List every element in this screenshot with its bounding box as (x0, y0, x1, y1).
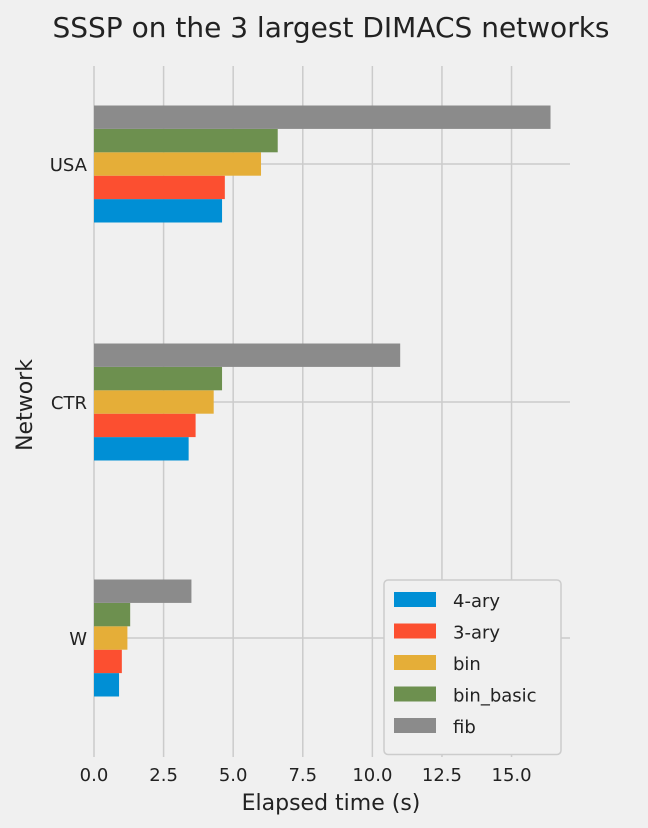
x-axis-label: Elapsed time (s) (242, 791, 421, 816)
legend-label-4-ary: 4-ary (453, 591, 500, 612)
legend-swatch-4-ary (394, 592, 436, 607)
bar-W-3-ary (94, 649, 122, 674)
bar-USA-bin (94, 152, 262, 176)
legend-label-fib: fib (453, 717, 476, 738)
bar-CTR-bin_basic (94, 366, 223, 391)
bar-CTR-3-ary (94, 413, 196, 438)
y-tick-label: USA (50, 155, 88, 176)
bar-CTR-4-ary (94, 437, 189, 461)
x-tick-label: 12.5 (422, 765, 462, 786)
y-axis-label: Network (13, 359, 38, 451)
bar-CTR-bin (94, 390, 214, 414)
legend-swatch-3-ary (394, 623, 436, 639)
legend-swatch-fib (394, 718, 436, 733)
legend-label-bin_basic: bin_basic (453, 686, 537, 707)
y-tick-label: W (69, 629, 87, 650)
x-tick-label: 7.5 (288, 765, 317, 786)
x-tick-label: 15.0 (492, 765, 532, 786)
bars (94, 105, 551, 697)
bar-CTR-fib (94, 343, 401, 367)
bar-USA-4-ary (94, 199, 223, 223)
legend-swatch-bin_basic (394, 686, 436, 702)
legend-label-3-ary: 3-ary (453, 623, 500, 644)
x-tick-label: 2.5 (149, 765, 178, 786)
bar-W-bin_basic (94, 602, 131, 627)
x-tick-label: 10.0 (352, 765, 392, 786)
bar-W-fib (94, 579, 192, 603)
bar-USA-fib (94, 105, 551, 129)
bar-W-bin (94, 626, 128, 650)
x-tick-label: 5.0 (219, 765, 248, 786)
bar-W-4-ary (94, 673, 120, 697)
bar-USA-bin_basic (94, 128, 278, 153)
legend-label-bin: bin (453, 654, 481, 675)
tick-labels: 0.0 2.5 5.0 7.5 10.0 12.5 15.0 W CTR USA (50, 155, 532, 786)
bar-USA-3-ary (94, 175, 225, 200)
legend-swatch-bin (394, 655, 436, 670)
chart-title: SSSP on the 3 largest DIMACS networks (52, 11, 609, 44)
y-tick-label: CTR (51, 393, 87, 414)
x-tick-label: 0.0 (80, 765, 109, 786)
